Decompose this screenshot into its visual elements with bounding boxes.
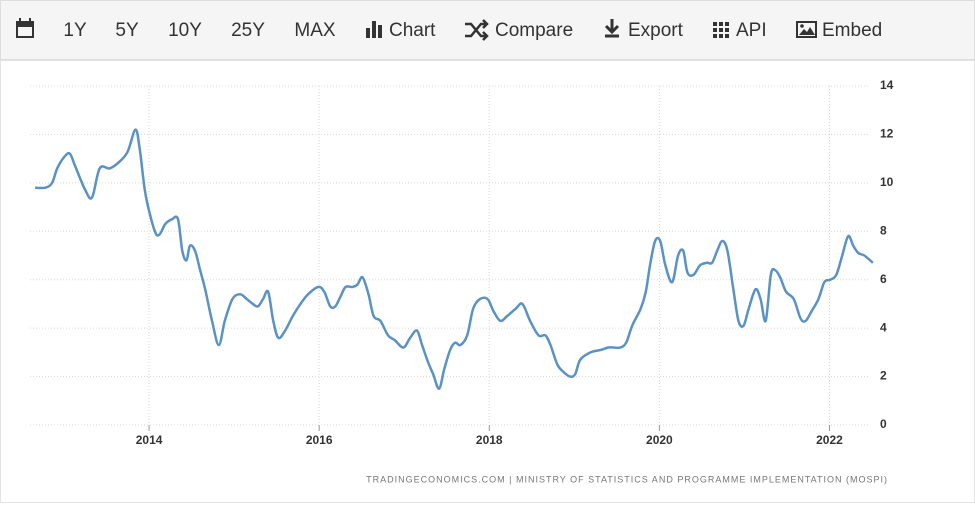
x-tick-label: 2016: [306, 433, 333, 447]
y-tick-label: 8: [880, 223, 887, 237]
range-button[interactable]: 5Y: [115, 20, 139, 41]
range-button[interactable]: 10Y: [168, 20, 202, 41]
api-button[interactable]: API: [736, 20, 767, 41]
y-tick-label: 12: [880, 127, 894, 141]
x-tick-label: 2018: [476, 433, 503, 447]
export-button[interactable]: Export: [628, 20, 684, 41]
x-tick-label: 2014: [136, 433, 163, 447]
x-tick-label: 2022: [816, 433, 843, 447]
x-tick-label: 2020: [646, 433, 673, 447]
range-button[interactable]: 25Y: [231, 20, 265, 41]
embed-button[interactable]: Embed: [822, 20, 882, 41]
y-tick-label: 2: [880, 369, 887, 383]
y-tick-label: 10: [880, 175, 894, 189]
toolbar: [0, 0, 975, 60]
range-button[interactable]: 1Y: [63, 20, 87, 41]
y-tick-label: 14: [880, 78, 894, 92]
export-icon: [604, 19, 620, 38]
api-icon: [713, 22, 729, 38]
compare-icon: [465, 19, 489, 41]
y-tick-label: 0: [880, 417, 887, 431]
range-button[interactable]: MAX: [294, 20, 336, 41]
source-note: TRADINGECONOMICS.COM | MINISTRY OF STATI…: [366, 474, 888, 484]
compare-button[interactable]: Compare: [495, 20, 573, 41]
y-tick-label: 4: [880, 320, 887, 334]
chart-button[interactable]: Chart: [389, 20, 436, 41]
y-tick-label: 6: [880, 272, 887, 286]
calendar-icon[interactable]: [16, 18, 34, 38]
embed-icon: [796, 21, 817, 38]
series-line: [35, 128, 874, 390]
chart-icon: [366, 21, 382, 38]
